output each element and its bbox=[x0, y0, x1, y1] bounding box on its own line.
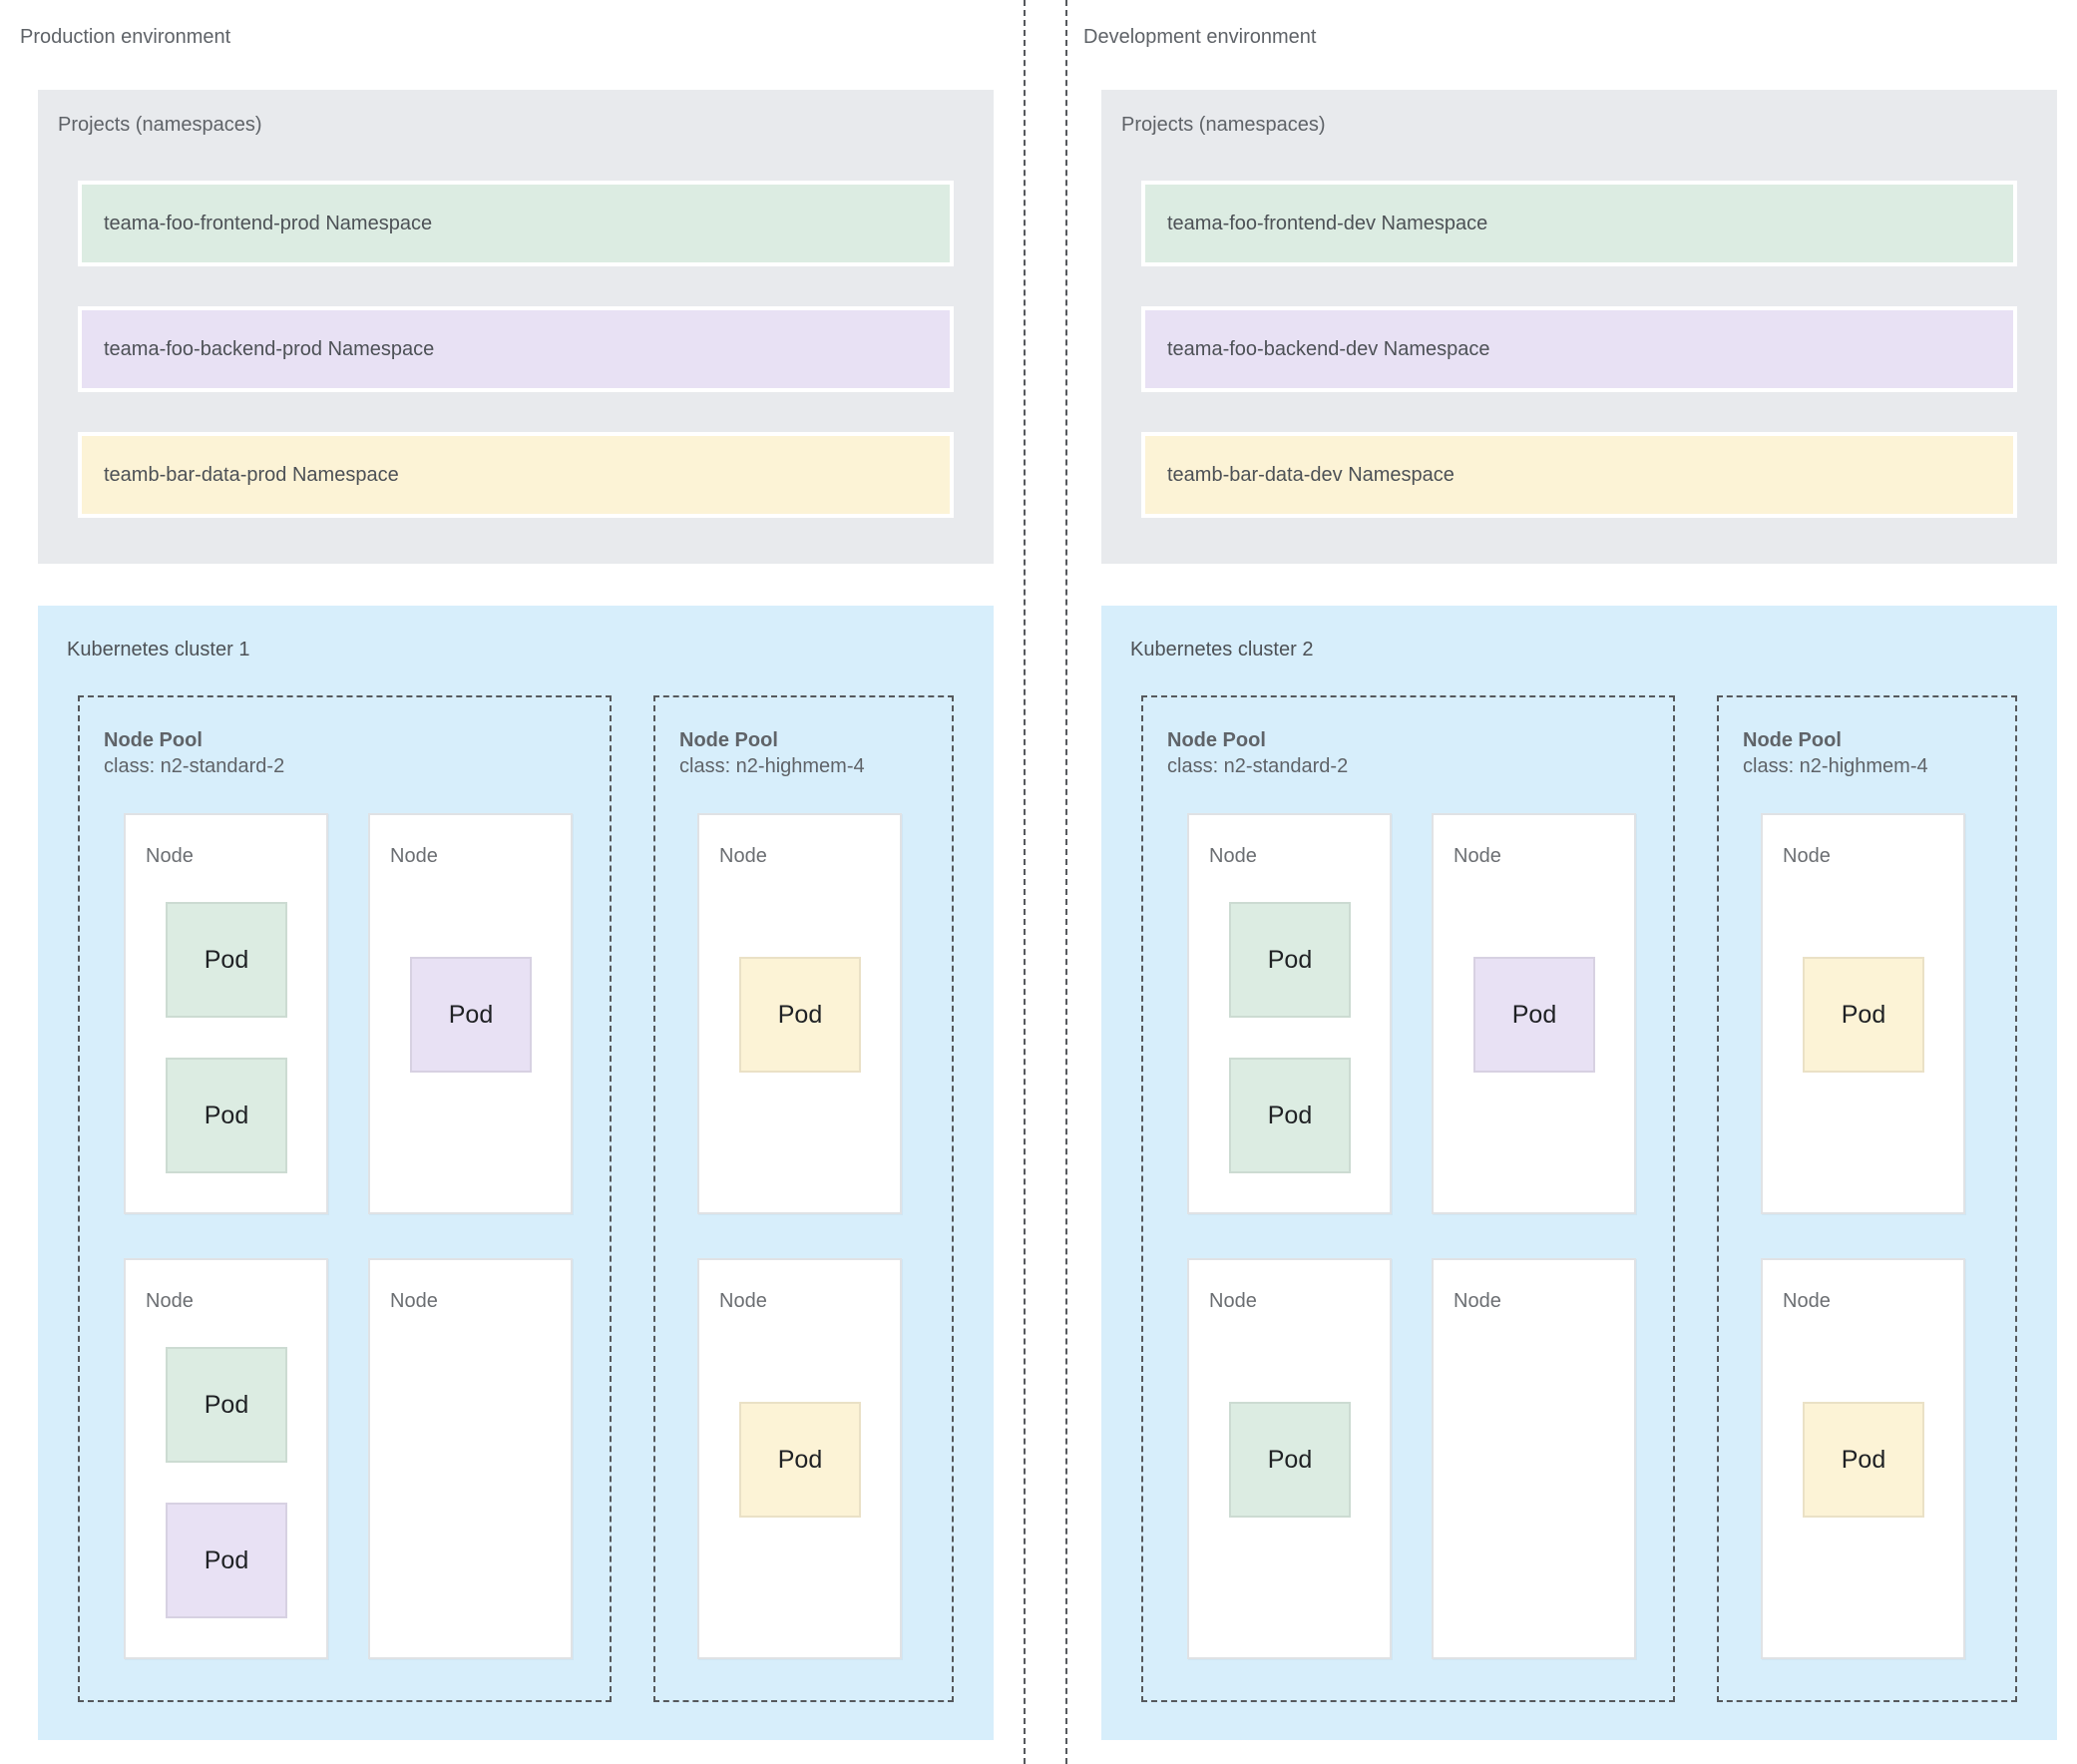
pod-frontend: Pod bbox=[1229, 902, 1351, 1018]
pod-label: Pod bbox=[1267, 1101, 1313, 1129]
namespace-label: teama-foo-backend-dev Namespace bbox=[1167, 337, 1490, 360]
node-pool-header: Node Pool class: n2-highmem-4 bbox=[1743, 727, 1928, 779]
pod-data: Pod bbox=[739, 957, 861, 1073]
node-pool-class: class: n2-highmem-4 bbox=[679, 755, 865, 777]
namespace-label: teama-foo-frontend-dev Namespace bbox=[1167, 212, 1488, 234]
node: Node Pod Pod bbox=[124, 1258, 328, 1659]
node-label: Node bbox=[390, 1290, 438, 1312]
node-pool-name: Node Pool bbox=[1167, 729, 1266, 751]
node-pool-standard: Node Pool class: n2-standard-2 Node Pod … bbox=[78, 695, 612, 1702]
pod-label: Pod bbox=[777, 1000, 823, 1029]
pod-label: Pod bbox=[777, 1445, 823, 1474]
node-label: Node bbox=[719, 1290, 767, 1312]
pod-label: Pod bbox=[204, 1545, 249, 1574]
node-pool-highmem: Node Pool class: n2-highmem-4 Node Pod N… bbox=[1717, 695, 2017, 1702]
node: Node Pod bbox=[1761, 1258, 1965, 1659]
namespace-bar-frontend-prod: teama-foo-frontend-prod Namespace bbox=[78, 181, 954, 266]
cluster-title: Kubernetes cluster 1 bbox=[67, 639, 250, 661]
namespace-bar-backend-prod: teama-foo-backend-prod Namespace bbox=[78, 306, 954, 392]
pod-backend: Pod bbox=[166, 1503, 287, 1618]
kubernetes-cluster-1-panel: Kubernetes cluster 1 Node Pool class: n2… bbox=[38, 606, 994, 1740]
pod-frontend: Pod bbox=[1229, 1058, 1351, 1173]
namespace-label: teama-foo-frontend-prod Namespace bbox=[104, 212, 433, 234]
node-label: Node bbox=[1454, 845, 1501, 867]
node-label: Node bbox=[1209, 845, 1257, 867]
pod-data: Pod bbox=[1803, 957, 1924, 1073]
namespace-label: teamb-bar-data-prod Namespace bbox=[104, 463, 399, 486]
node: Node Pod Pod bbox=[1187, 813, 1392, 1214]
node-label: Node bbox=[146, 845, 194, 867]
node-pool-name: Node Pool bbox=[679, 729, 778, 751]
projects-panel-title: Projects (namespaces) bbox=[1121, 114, 1326, 136]
node-pool-name: Node Pool bbox=[104, 729, 203, 751]
node: Node Pod bbox=[1187, 1258, 1392, 1659]
namespace-bar-data-prod: teamb-bar-data-prod Namespace bbox=[78, 432, 954, 518]
namespace-bar-data-dev: teamb-bar-data-dev Namespace bbox=[1141, 432, 2017, 518]
environment-title: Production environment bbox=[20, 26, 231, 48]
node-pool-standard: Node Pool class: n2-standard-2 Node Pod … bbox=[1141, 695, 1675, 1702]
namespace-label: teamb-bar-data-dev Namespace bbox=[1167, 463, 1454, 486]
node-label: Node bbox=[1783, 1290, 1831, 1312]
node: Node Pod bbox=[1432, 813, 1636, 1214]
node-pool-class: class: n2-highmem-4 bbox=[1743, 755, 1928, 777]
node-pool-header: Node Pool class: n2-standard-2 bbox=[1167, 727, 1348, 779]
node-empty: Node bbox=[1432, 1258, 1636, 1659]
namespace-bar-backend-dev: teama-foo-backend-dev Namespace bbox=[1141, 306, 2017, 392]
pod-data: Pod bbox=[739, 1402, 861, 1518]
pod-frontend: Pod bbox=[166, 1058, 287, 1173]
node: Node Pod Pod bbox=[124, 813, 328, 1214]
pod-label: Pod bbox=[1267, 945, 1313, 974]
development-environment-column: Development environment Projects (namesp… bbox=[1063, 0, 2077, 1764]
node-pool-highmem: Node Pool class: n2-highmem-4 Node Pod N… bbox=[653, 695, 954, 1702]
pod-label: Pod bbox=[204, 1101, 249, 1129]
kubernetes-cluster-2-panel: Kubernetes cluster 2 Node Pool class: n2… bbox=[1101, 606, 2057, 1740]
pod-label: Pod bbox=[1267, 1445, 1313, 1474]
projects-namespaces-panel: Projects (namespaces) teama-foo-frontend… bbox=[1101, 90, 2057, 564]
node-label: Node bbox=[1209, 1290, 1257, 1312]
node-label: Node bbox=[1454, 1290, 1501, 1312]
pod-label: Pod bbox=[1841, 1445, 1886, 1474]
node-empty: Node bbox=[368, 1258, 573, 1659]
node-label: Node bbox=[719, 845, 767, 867]
namespace-bar-frontend-dev: teama-foo-frontend-dev Namespace bbox=[1141, 181, 2017, 266]
pod-label: Pod bbox=[1511, 1000, 1557, 1029]
node: Node Pod bbox=[1761, 813, 1965, 1214]
pod-frontend: Pod bbox=[1229, 1402, 1351, 1518]
pod-data: Pod bbox=[1803, 1402, 1924, 1518]
node-pool-header: Node Pool class: n2-highmem-4 bbox=[679, 727, 865, 779]
namespace-label: teama-foo-backend-prod Namespace bbox=[104, 337, 435, 360]
node-label: Node bbox=[146, 1290, 194, 1312]
projects-namespaces-panel: Projects (namespaces) teama-foo-frontend… bbox=[38, 90, 994, 564]
pod-label: Pod bbox=[1841, 1000, 1886, 1029]
pod-backend: Pod bbox=[410, 957, 532, 1073]
node: Node Pod bbox=[368, 813, 573, 1214]
production-environment-column: Production environment Projects (namespa… bbox=[0, 0, 1038, 1764]
environment-divider-line bbox=[1065, 0, 1067, 1764]
node-pool-class: class: n2-standard-2 bbox=[1167, 755, 1349, 777]
node-label: Node bbox=[1783, 845, 1831, 867]
pod-frontend: Pod bbox=[166, 902, 287, 1018]
pod-backend: Pod bbox=[1473, 957, 1595, 1073]
node-label: Node bbox=[390, 845, 438, 867]
node-pool-name: Node Pool bbox=[1743, 729, 1842, 751]
pod-label: Pod bbox=[448, 1000, 494, 1029]
environment-divider-line bbox=[1024, 0, 1026, 1764]
environment-title: Development environment bbox=[1083, 26, 1317, 48]
pod-frontend: Pod bbox=[166, 1347, 287, 1463]
node: Node Pod bbox=[697, 813, 902, 1214]
node-pool-header: Node Pool class: n2-standard-2 bbox=[104, 727, 284, 779]
pod-label: Pod bbox=[204, 1390, 249, 1419]
pod-label: Pod bbox=[204, 945, 249, 974]
cluster-title: Kubernetes cluster 2 bbox=[1130, 639, 1314, 661]
node-pool-class: class: n2-standard-2 bbox=[104, 755, 285, 777]
projects-panel-title: Projects (namespaces) bbox=[58, 114, 262, 136]
node: Node Pod bbox=[697, 1258, 902, 1659]
